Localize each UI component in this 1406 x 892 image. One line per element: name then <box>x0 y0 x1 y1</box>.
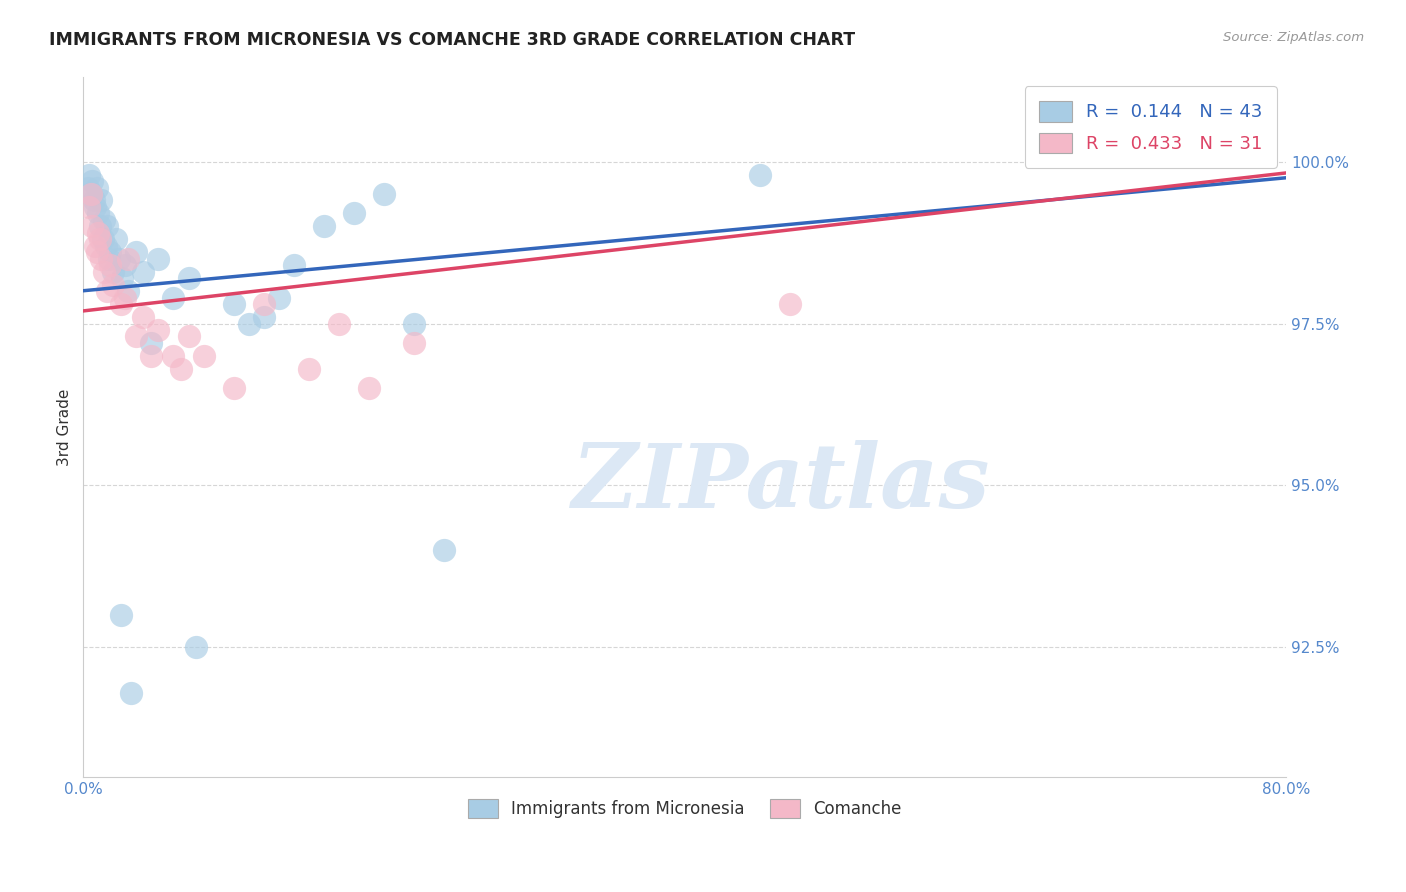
Point <box>139 335 162 350</box>
Point <box>357 381 380 395</box>
Point <box>76 180 98 194</box>
Legend: Immigrants from Micronesia, Comanche: Immigrants from Micronesia, Comanche <box>461 792 908 824</box>
Point <box>253 297 276 311</box>
Point <box>328 317 350 331</box>
Point <box>89 232 111 246</box>
Point <box>91 232 114 246</box>
Point <box>402 335 425 350</box>
Point <box>222 297 245 311</box>
Point <box>148 323 170 337</box>
Point <box>402 317 425 331</box>
Point <box>87 206 110 220</box>
Point <box>312 219 335 234</box>
Point <box>117 252 139 266</box>
Point <box>90 194 112 208</box>
Point <box>177 329 200 343</box>
Point <box>93 265 115 279</box>
Text: IMMIGRANTS FROM MICRONESIA VS COMANCHE 3RD GRADE CORRELATION CHART: IMMIGRANTS FROM MICRONESIA VS COMANCHE 3… <box>49 31 855 49</box>
Point <box>84 239 107 253</box>
Point <box>298 362 321 376</box>
Point <box>1154 142 1177 156</box>
Point <box>139 349 162 363</box>
Point <box>84 200 107 214</box>
Point <box>94 239 117 253</box>
Point <box>267 291 290 305</box>
Point <box>162 349 184 363</box>
Text: Source: ZipAtlas.com: Source: ZipAtlas.com <box>1223 31 1364 45</box>
Point <box>779 297 801 311</box>
Point <box>117 284 139 298</box>
Point <box>103 277 125 292</box>
Point <box>343 206 366 220</box>
Point <box>1049 142 1071 156</box>
Point <box>283 258 305 272</box>
Point <box>433 543 456 558</box>
Point <box>79 200 101 214</box>
Point <box>132 265 155 279</box>
Point <box>193 349 215 363</box>
Point <box>87 226 110 240</box>
Point <box>79 168 101 182</box>
Point <box>108 252 131 266</box>
Point <box>111 271 134 285</box>
Point <box>222 381 245 395</box>
Point <box>148 252 170 266</box>
Point <box>177 271 200 285</box>
Point <box>98 245 121 260</box>
Point <box>110 297 132 311</box>
Point <box>90 252 112 266</box>
Point <box>97 252 120 266</box>
Point <box>238 317 260 331</box>
Point <box>98 258 121 272</box>
Point <box>105 232 128 246</box>
Point <box>125 245 148 260</box>
Point <box>82 174 104 188</box>
Point <box>114 291 136 305</box>
Point <box>86 180 108 194</box>
Point <box>184 640 207 655</box>
Point <box>120 686 142 700</box>
Point <box>114 258 136 272</box>
Point <box>82 219 104 234</box>
Point <box>89 219 111 234</box>
Point <box>253 310 276 324</box>
Point <box>96 219 118 234</box>
Point <box>373 187 395 202</box>
Point <box>132 310 155 324</box>
Text: ZIPatlas: ZIPatlas <box>572 440 990 526</box>
Point <box>96 284 118 298</box>
Point <box>93 213 115 227</box>
Point <box>86 245 108 260</box>
Point <box>103 265 125 279</box>
Point <box>748 168 770 182</box>
Point <box>162 291 184 305</box>
Point <box>83 194 105 208</box>
Point <box>170 362 193 376</box>
Point <box>80 187 103 202</box>
Point <box>80 187 103 202</box>
Point <box>110 607 132 622</box>
Point <box>125 329 148 343</box>
Y-axis label: 3rd Grade: 3rd Grade <box>58 388 72 466</box>
